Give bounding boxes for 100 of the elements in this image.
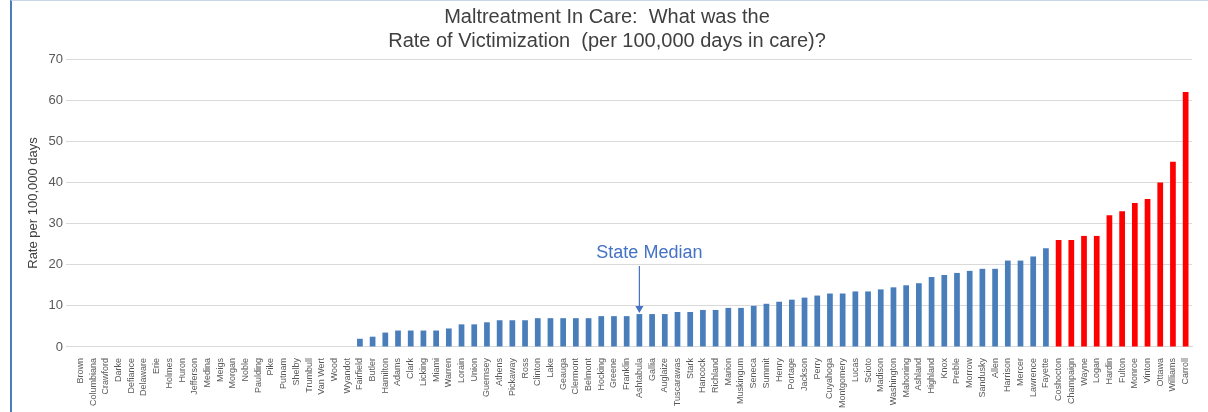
bar bbox=[839, 293, 846, 347]
x-tick-label: Ottawa bbox=[1154, 357, 1165, 387]
x-tick-label: Lawrence bbox=[1027, 357, 1038, 398]
bar bbox=[598, 316, 605, 347]
x-tick-label: Champaign bbox=[1065, 357, 1076, 405]
x-tick-label: Jackson bbox=[799, 357, 810, 392]
bar bbox=[687, 312, 694, 347]
x-tick-label: Darke bbox=[113, 357, 124, 382]
x-tick-label: Gallia bbox=[646, 357, 657, 381]
y-tick-label: 50 bbox=[48, 132, 64, 148]
x-tick-label: Fairfield bbox=[354, 357, 365, 390]
bar bbox=[623, 316, 630, 347]
bar bbox=[407, 330, 414, 347]
x-tick-label: Richland bbox=[710, 357, 721, 394]
bar bbox=[916, 283, 922, 347]
x-tick-label: Huron bbox=[176, 357, 187, 383]
bar bbox=[738, 307, 744, 347]
y-tick-label: 60 bbox=[48, 91, 64, 107]
chart-title: Maltreatment In Care: What was the Rate of Victimization (per 100,000 days in care)? bbox=[388, 4, 826, 51]
x-tick-label: Defiance bbox=[125, 357, 136, 394]
bar bbox=[382, 332, 389, 347]
x-tick-label: Hancock bbox=[697, 357, 708, 393]
x-tick-label: Greene bbox=[608, 357, 619, 389]
y-tick-label: 20 bbox=[48, 256, 64, 272]
x-tick-label: Summit bbox=[760, 357, 771, 389]
bar bbox=[509, 320, 516, 347]
bar bbox=[1131, 202, 1138, 347]
x-tick-label: Fayette bbox=[1040, 357, 1051, 388]
bar bbox=[1043, 248, 1049, 347]
x-tick-label: Portage bbox=[786, 357, 797, 390]
x-tick-label: Clermont bbox=[570, 357, 581, 395]
bar bbox=[661, 314, 668, 347]
x-tick-label: Hamilton bbox=[379, 357, 390, 394]
x-tick-label: Auglaize bbox=[659, 357, 670, 393]
x-tick-label: Union bbox=[468, 357, 479, 382]
x-tick-label: Carroll bbox=[1180, 357, 1191, 385]
x-tick-label: Monroe bbox=[1129, 357, 1140, 389]
x-tick-label: Erie bbox=[151, 357, 162, 374]
bar bbox=[992, 268, 998, 347]
x-tick-label: Seneca bbox=[748, 357, 759, 389]
x-tick-label: Preble bbox=[951, 357, 962, 384]
x-tick-label: Cuyahoga bbox=[824, 357, 835, 400]
y-tick-label: 70 bbox=[48, 50, 64, 66]
x-tick-label: Franklin bbox=[621, 357, 632, 390]
x-tick-label: Trumbull bbox=[303, 357, 314, 393]
annotation: State Median bbox=[596, 242, 703, 263]
bar bbox=[827, 293, 833, 347]
bar bbox=[966, 270, 973, 347]
bar bbox=[1170, 161, 1176, 347]
y-tick-label: 10 bbox=[48, 297, 64, 313]
x-tick-label: Warren bbox=[443, 357, 454, 388]
bar bbox=[534, 318, 541, 347]
x-tick-label: Clark bbox=[405, 357, 416, 379]
x-tick-label: Columbiana bbox=[87, 357, 98, 407]
bar bbox=[433, 330, 439, 347]
x-tick-label: Sandusky bbox=[976, 357, 987, 398]
bar bbox=[573, 318, 579, 347]
x-tick-label: Meigs bbox=[214, 357, 225, 382]
x-tick-label: Madison bbox=[875, 357, 886, 393]
x-tick-label: Perry bbox=[811, 357, 822, 380]
x-tick-label: Geauga bbox=[557, 357, 568, 391]
y-tick-label: 40 bbox=[48, 174, 64, 189]
bar bbox=[357, 338, 363, 347]
bar bbox=[776, 301, 782, 347]
x-tick-label: Coshocton bbox=[1053, 357, 1064, 402]
bar bbox=[941, 274, 948, 347]
bar bbox=[1182, 91, 1189, 347]
x-tick-label: Williams bbox=[1167, 357, 1178, 392]
x-tick-label: Ross bbox=[519, 357, 530, 379]
x-tick-label: Washington bbox=[887, 357, 898, 406]
x-tick-label: Shelby bbox=[290, 357, 301, 386]
x-tick-label: Jefferson bbox=[189, 357, 200, 395]
x-tick-label: Scioto bbox=[862, 357, 873, 383]
bar bbox=[1030, 256, 1037, 347]
x-tick-label: Stark bbox=[684, 357, 695, 379]
x-tick-label: Butler bbox=[367, 357, 378, 382]
x-tick-label: Athens bbox=[494, 357, 505, 387]
bar bbox=[852, 291, 859, 347]
x-tick-label: Licking bbox=[417, 357, 428, 386]
bar bbox=[471, 324, 478, 347]
bar bbox=[1004, 260, 1011, 347]
bar bbox=[445, 328, 452, 347]
bar bbox=[395, 330, 401, 347]
x-tick-label: Knox bbox=[938, 357, 949, 379]
bar bbox=[522, 320, 528, 347]
x-tick-label: Belmont bbox=[583, 357, 594, 392]
bar bbox=[903, 285, 910, 347]
x-tick-label: Putnam bbox=[278, 357, 289, 390]
x-tick-label: Lake bbox=[544, 357, 555, 378]
bar bbox=[700, 309, 706, 347]
x-tick-label: Delaware bbox=[138, 357, 149, 397]
bar bbox=[814, 295, 821, 347]
x-tick-label: Medina bbox=[201, 357, 212, 388]
x-tick-label: Allen bbox=[989, 357, 1000, 378]
bar bbox=[1068, 240, 1075, 347]
x-tick-label: Van Wert bbox=[316, 357, 327, 395]
x-tick-label: Fulton bbox=[1116, 357, 1127, 383]
x-tick-label: Adams bbox=[392, 357, 403, 386]
x-tick-label: Highland bbox=[926, 357, 937, 394]
x-tick-label: Marion bbox=[722, 357, 733, 386]
